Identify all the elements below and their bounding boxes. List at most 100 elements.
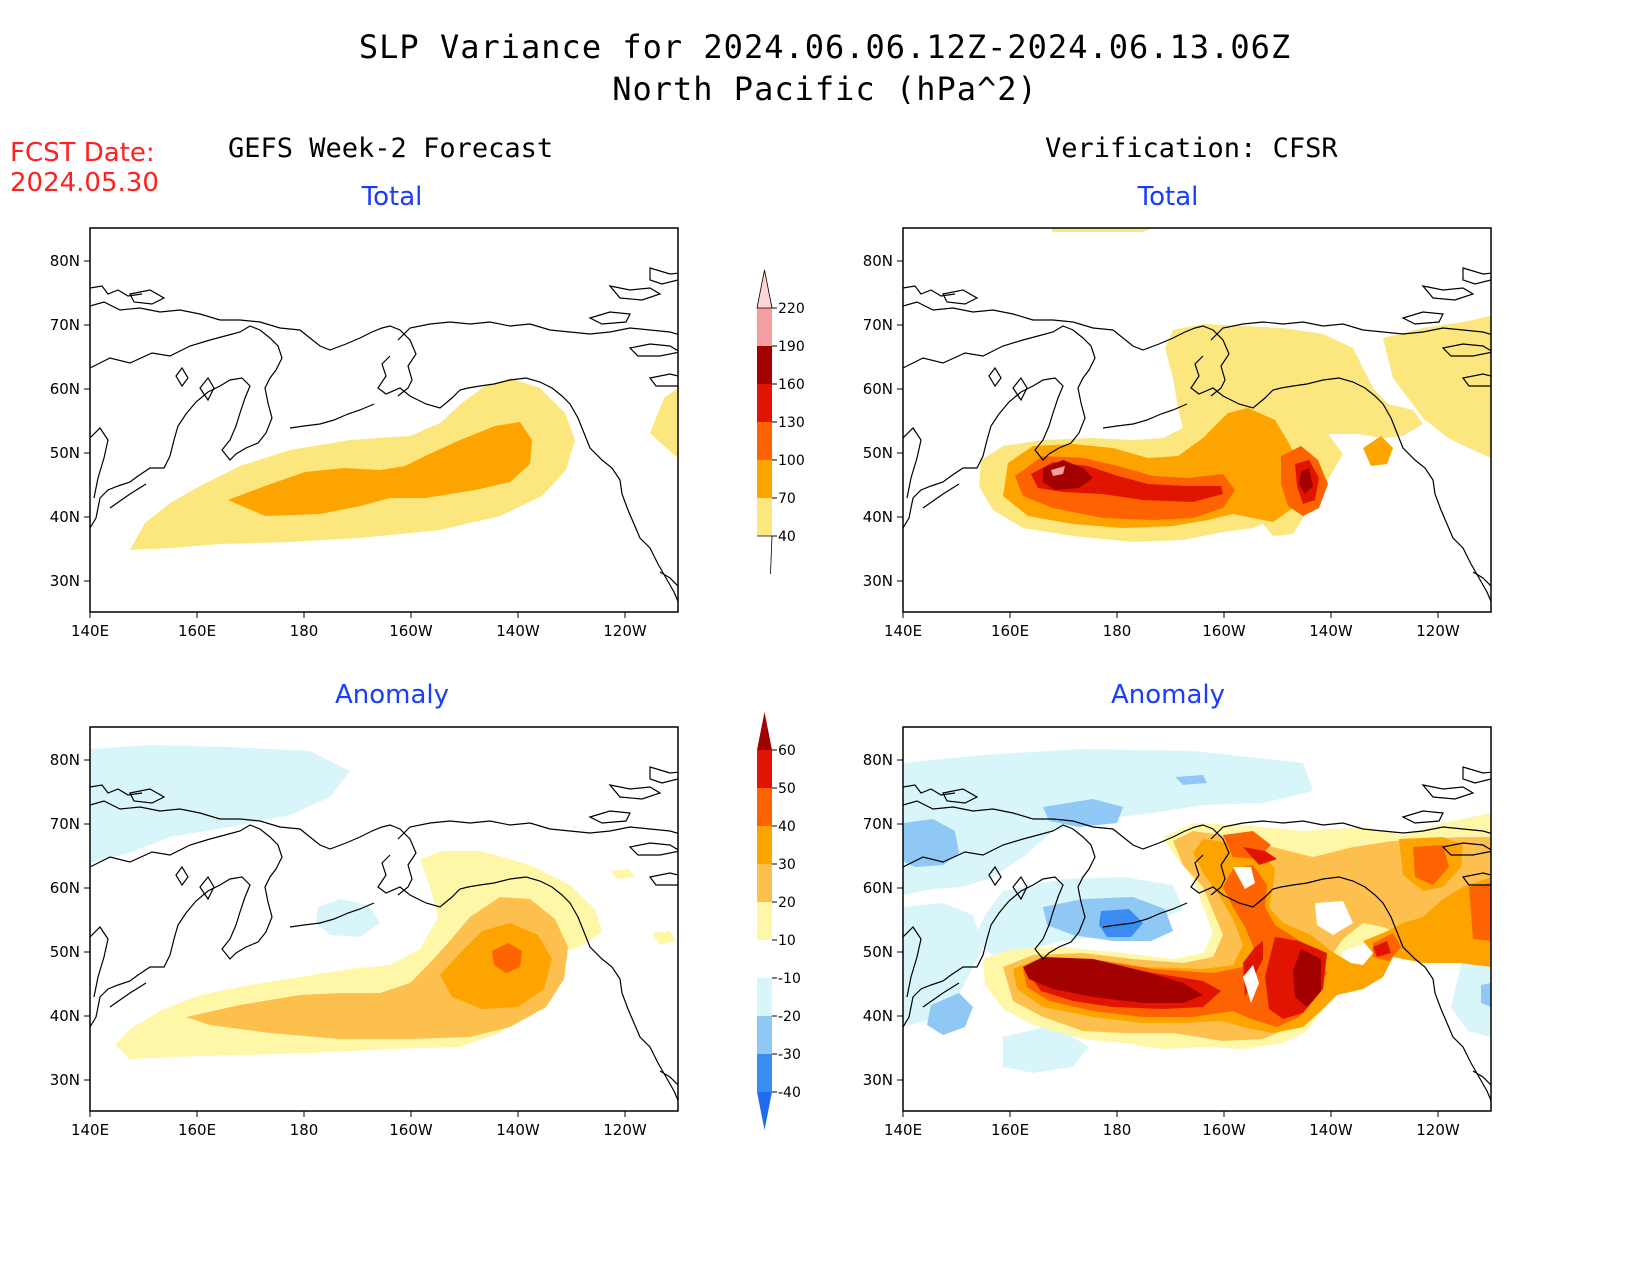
contour-neg30-cfsr (1099, 909, 1143, 937)
lon-tick-label: 180 (290, 1121, 319, 1139)
panel-title-bottom-left: Anomaly (334, 680, 450, 710)
colorbar-total-bottom-arrow (757, 535, 773, 575)
contour-neg20-cfsr (903, 819, 959, 867)
colorbar-anomaly-swatch (757, 1054, 772, 1092)
colorbar-total-label: 220 (778, 301, 805, 317)
lon-tick-label: 160E (991, 622, 1029, 640)
main-title-line2: North Pacific (hPa^2) (612, 70, 1038, 108)
lon-tick-label: 140W (496, 1121, 540, 1139)
lon-tick-label: 160E (178, 1121, 216, 1139)
colorbar-anomaly: -40 -30 -20 -10 10 20 30 40 50 60 (757, 712, 801, 1130)
lat-tick-label: 70N (863, 815, 893, 833)
left-column-title: GEFS Week-2 Forecast (228, 133, 554, 164)
colorbar-anomaly-label: 20 (778, 895, 796, 911)
lon-tick-label: 160E (991, 1121, 1029, 1139)
colorbar-anomaly-label: -40 (778, 1085, 801, 1101)
lon-tick-label: 120W (603, 622, 647, 640)
panel-title-bottom-right: Anomaly (1110, 680, 1226, 710)
lon-tick-label: 160W (1202, 1121, 1246, 1139)
colorbar-anomaly-swatch (757, 864, 772, 902)
lon-tick-label: 140W (1309, 622, 1353, 640)
colorbar-anomaly-label: -10 (778, 971, 801, 987)
colorbar-total: 40 70 100 130 160 190 220 (756, 269, 805, 575)
colorbar-total-label: 130 (778, 415, 805, 431)
lon-tick-label: 160W (1202, 622, 1246, 640)
colorbar-anomaly-swatch (757, 978, 772, 1016)
colorbar-anomaly-swatch (757, 940, 772, 978)
colorbar-anomaly-label: 40 (778, 819, 796, 835)
colorbar-total-swatch (757, 498, 772, 536)
contour-60-cfsr (1023, 957, 1203, 1003)
main-title-line1: SLP Variance for 2024.06.06.12Z-2024.06.… (358, 28, 1292, 66)
lat-tick-label: 70N (50, 815, 80, 833)
lat-tick-label: 30N (50, 1071, 80, 1089)
fcst-date-label: FCST Date: (10, 138, 155, 168)
lat-tick-label: 60N (863, 380, 893, 398)
colorbar-anomaly-swatch (757, 788, 772, 826)
lon-tick-label: 180 (1103, 622, 1132, 640)
lat-tick-label: 30N (863, 1071, 893, 1089)
contour-160-cfsr (1043, 460, 1093, 490)
lon-tick-label: 140E (884, 1121, 922, 1139)
colorbar-anomaly-swatch (757, 1016, 772, 1054)
contour-40-forecast (130, 378, 575, 550)
map-panel-top-left (89, 227, 679, 613)
lon-tick-label: 140E (71, 1121, 109, 1139)
lat-tick-label: 40N (50, 508, 80, 526)
lat-tick-label: 80N (863, 751, 893, 769)
lon-tick-label: 160W (389, 622, 433, 640)
colorbar-total-top-arrow (756, 269, 773, 309)
contour-40-forecast-anom (492, 943, 522, 973)
colorbar-anomaly-label: 60 (778, 743, 796, 759)
lat-tick-label: 70N (50, 316, 80, 334)
colorbar-total-swatch (757, 384, 772, 422)
colorbar-anomaly-label: -20 (778, 1009, 801, 1025)
lat-tick-label: 60N (863, 879, 893, 897)
map-panel-bottom-right (902, 726, 1492, 1112)
contour-neg10-forecast (90, 745, 350, 863)
lat-tick-label: 80N (863, 252, 893, 270)
lat-tick-label: 60N (50, 879, 80, 897)
lat-tick-label: 50N (863, 444, 893, 462)
colorbar-anomaly-label: 50 (778, 781, 796, 797)
lat-tick-label: 80N (50, 751, 80, 769)
lon-tick-label: 120W (1416, 622, 1460, 640)
lat-tick-label: 40N (50, 1007, 80, 1025)
colorbar-anomaly-swatch (757, 902, 772, 940)
lon-tick-label: 160W (389, 1121, 433, 1139)
map-panel-top-right (902, 227, 1492, 613)
colorbar-anomaly-label: 10 (778, 933, 796, 949)
lat-tick-label: 30N (50, 572, 80, 590)
colorbar-total-label: 40 (778, 529, 796, 545)
lat-tick-label: 80N (50, 252, 80, 270)
lat-tick-label: 50N (863, 943, 893, 961)
colorbar-anomaly-swatch (757, 750, 772, 788)
lat-tick-label: 50N (50, 943, 80, 961)
axis-labels: 140E 160E 180 160W 140W 120W 80N 70N 60N 50N 40N 30… (50, 252, 1460, 1139)
panel-title-top-right: Total (1137, 182, 1199, 212)
map-panel-bottom-left (89, 726, 679, 1112)
colorbar-total-swatch (757, 346, 772, 384)
lon-tick-label: 120W (1416, 1121, 1460, 1139)
lat-tick-label: 40N (863, 1007, 893, 1025)
colorbar-total-label: 70 (778, 491, 796, 507)
colorbar-anomaly-label: -30 (778, 1047, 801, 1063)
lat-tick-label: 70N (863, 316, 893, 334)
colorbar-anomaly-bottom-arrow (757, 1092, 772, 1130)
fcst-date: FCST Date: 2024.05.30 (10, 138, 159, 198)
contour-neg10-cfsr (903, 749, 1313, 895)
lon-tick-label: 140E (884, 622, 922, 640)
colorbar-total-swatch (757, 308, 772, 346)
colorbar-total-label: 160 (778, 377, 805, 393)
fcst-date-value: 2024.05.30 (10, 168, 159, 198)
contour-70-forecast (228, 422, 532, 516)
lon-tick-label: 140W (496, 622, 540, 640)
colorbar-total-label: 100 (778, 453, 805, 469)
lon-tick-label: 160E (178, 622, 216, 640)
right-column-title: Verification: CFSR (1045, 133, 1338, 164)
colorbar-total-label: 190 (778, 339, 805, 355)
lon-tick-label: 140E (71, 622, 109, 640)
lat-tick-label: 60N (50, 380, 80, 398)
lat-tick-label: 30N (863, 572, 893, 590)
